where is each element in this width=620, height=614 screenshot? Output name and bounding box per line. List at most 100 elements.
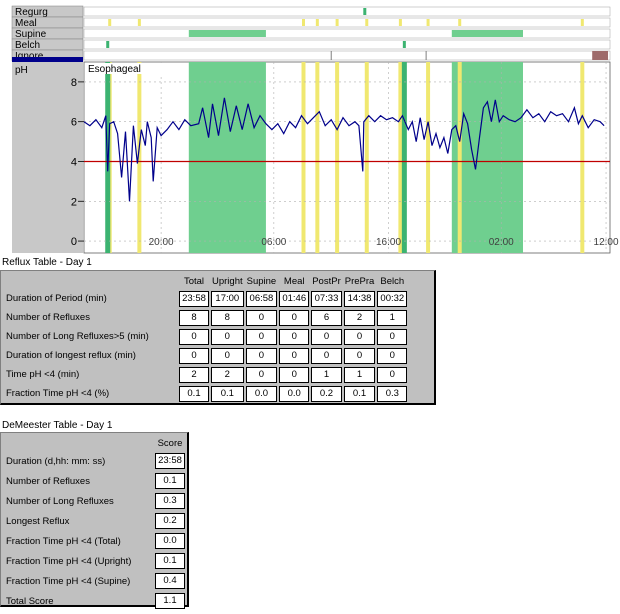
cell: 0.3 bbox=[376, 384, 408, 403]
cell-value: 0 bbox=[211, 347, 244, 364]
cell-value: 0.1 bbox=[155, 473, 185, 489]
cell: 17:00 bbox=[210, 289, 245, 308]
event-track bbox=[83, 28, 611, 39]
cell: 0.4 bbox=[154, 571, 186, 591]
cell-value: 0.1 bbox=[211, 385, 244, 402]
cell-value: 8 bbox=[211, 309, 244, 326]
supine-period bbox=[451, 62, 523, 253]
y-axis-panel bbox=[12, 62, 83, 253]
cell: 0 bbox=[278, 365, 310, 384]
event-track bbox=[83, 6, 611, 17]
cell-value: 00:32 bbox=[377, 290, 408, 307]
row-label: Duration (d,hh: mm: ss) bbox=[6, 455, 106, 467]
meal-marker bbox=[580, 19, 584, 26]
reflux-table-panel: Total Upright Supine Meal PostPr PrePra Belch … bbox=[0, 270, 436, 405]
meal-marker bbox=[108, 19, 112, 26]
row-label: Number of Refluxes bbox=[6, 475, 90, 487]
cell-value: 0.2 bbox=[311, 385, 342, 402]
row-label: Number of Long Refluxes bbox=[6, 495, 114, 507]
cell: 00:32 bbox=[376, 289, 408, 308]
meal-marker bbox=[426, 19, 430, 26]
cell: 0.2 bbox=[154, 511, 186, 531]
reflux-col-postpr: PostPr bbox=[312, 275, 341, 287]
meal-band bbox=[301, 62, 306, 253]
cell-value: 0 bbox=[377, 328, 408, 345]
plot-frame bbox=[83, 61, 611, 254]
x-tick-label: 12:00 bbox=[594, 237, 619, 248]
cell-value: 0 bbox=[245, 309, 278, 326]
meal-band bbox=[364, 62, 369, 253]
cell-value: 0.3 bbox=[377, 385, 408, 402]
cell-value: 1 bbox=[311, 366, 342, 383]
cell-value: 0 bbox=[343, 347, 376, 364]
reflux-col-supine: Supine bbox=[246, 275, 277, 287]
reflux-table-title: Reflux Table - Day 1 bbox=[2, 257, 92, 268]
cell-value: 0 bbox=[245, 366, 278, 383]
cell-value: 17:00 bbox=[211, 290, 244, 307]
meal-marker bbox=[398, 19, 402, 26]
cell: 0 bbox=[278, 346, 310, 365]
meal-band bbox=[457, 62, 462, 253]
cell: 06:58 bbox=[245, 289, 279, 308]
cell: 0 bbox=[178, 346, 210, 365]
cell-value: 06:58 bbox=[245, 290, 278, 307]
supine-period bbox=[188, 62, 266, 253]
meal-band bbox=[137, 62, 142, 253]
series-label: pH bbox=[15, 65, 28, 76]
cell-value: 0 bbox=[211, 328, 244, 345]
cell-value: 0 bbox=[311, 328, 342, 345]
x-tick-label: 06:00 bbox=[261, 237, 286, 248]
cell: 0 bbox=[278, 327, 310, 346]
cell: 8 bbox=[210, 308, 245, 327]
cell-value: 0.1 bbox=[179, 385, 209, 402]
cell-value: 0.3 bbox=[155, 493, 185, 509]
table-row: Fraction Time pH <4 (Upright) 0.1 bbox=[4, 551, 186, 571]
row-label: Number of Refluxes bbox=[6, 312, 90, 323]
event-label-regurg: Regurg bbox=[15, 7, 48, 18]
cell-value: 23:58 bbox=[179, 290, 209, 307]
cell-value: 0 bbox=[245, 328, 278, 345]
reflux-col-total: Total bbox=[183, 275, 205, 287]
cell-value: 01:46 bbox=[279, 290, 310, 307]
channel-label-bg bbox=[86, 63, 162, 74]
cell: 0 bbox=[245, 346, 279, 365]
cell-value: 1 bbox=[343, 366, 376, 383]
cell-value: 2 bbox=[343, 309, 376, 326]
cell: 0 bbox=[310, 327, 343, 346]
event-track bbox=[83, 50, 611, 61]
cell: 1 bbox=[343, 365, 377, 384]
table-row: Duration (d,hh: mm: ss) 23:58 bbox=[4, 451, 186, 471]
meal-band bbox=[315, 62, 320, 253]
reflux-col-upright: Upright bbox=[212, 275, 243, 287]
y-tick-label: 8 bbox=[71, 77, 77, 89]
cell-value: 0 bbox=[311, 347, 342, 364]
x-tick-label: 16:00 bbox=[376, 237, 401, 248]
cell: 1.1 bbox=[154, 591, 186, 611]
belch-marker bbox=[402, 41, 406, 48]
cell: 0 bbox=[210, 346, 245, 365]
cell-value: 0.1 bbox=[155, 553, 185, 569]
cell-value: 2 bbox=[211, 366, 244, 383]
event-label-meal: Meal bbox=[15, 18, 37, 29]
demeester-table: Score Duration (d,hh: mm: ss) 23:58 Number… bbox=[4, 435, 186, 611]
meal-band bbox=[335, 62, 340, 253]
ph-plot-area: pH 0 2 4 6 8 20:00 06:00 16:00 02:00 12:00 Esophage… bbox=[12, 57, 619, 254]
y-tick-label: 4 bbox=[71, 156, 77, 168]
meal-band bbox=[580, 62, 585, 253]
cell: 0 bbox=[245, 327, 279, 346]
demeester-table-header: Score bbox=[4, 435, 186, 451]
meal-marker bbox=[315, 19, 319, 26]
table-row: Fraction Time pH <4 (Supine) 0.4 bbox=[4, 571, 186, 591]
reflux-table-header: Total Upright Supine Meal PostPr PrePra Belch bbox=[4, 273, 408, 289]
cell: 0 bbox=[343, 346, 377, 365]
ph-trace bbox=[83, 97, 605, 202]
reflux-col-prepra: PrePra bbox=[344, 275, 375, 287]
cell-value: 0.2 bbox=[155, 513, 185, 529]
meal-band bbox=[426, 62, 431, 253]
cell: 0.1 bbox=[154, 471, 186, 491]
cell-value: 0 bbox=[377, 347, 408, 364]
cell: 14:38 bbox=[343, 289, 377, 308]
x-tick-label: 02:00 bbox=[489, 237, 514, 248]
reflux-col-belch: Belch bbox=[380, 275, 405, 287]
cell-value: 0 bbox=[279, 366, 310, 383]
